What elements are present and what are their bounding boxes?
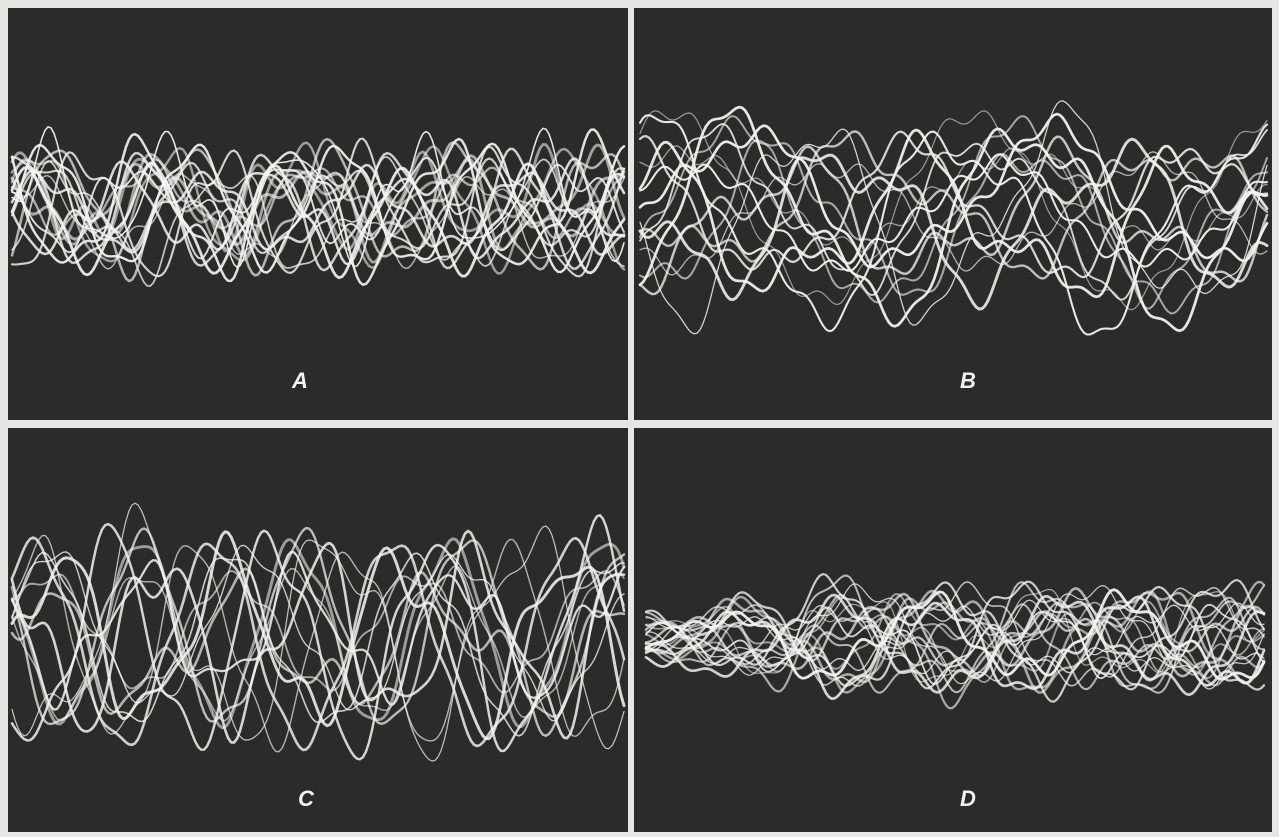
panel-d — [634, 428, 1272, 832]
panel-label: C — [298, 786, 315, 811]
photo: A B C D — [0, 0, 1279, 837]
panel-label: D — [960, 786, 976, 811]
panel-label: A — [291, 368, 308, 393]
panel-label: B — [960, 368, 976, 393]
